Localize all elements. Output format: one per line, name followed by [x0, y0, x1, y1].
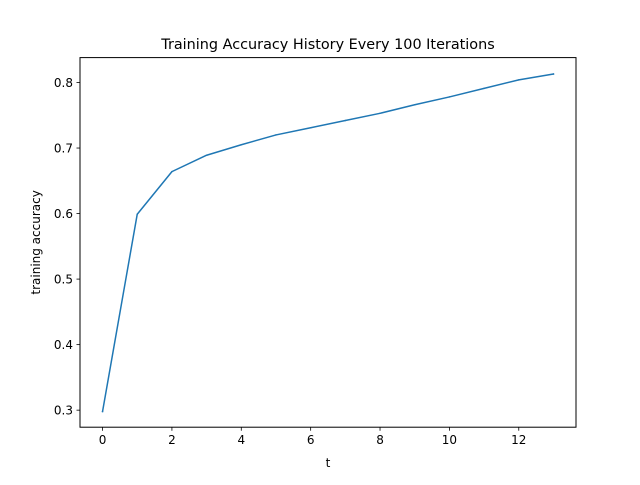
- data-point: [379, 112, 381, 115]
- y-tick-label: 0.7: [54, 141, 73, 155]
- data-point: [309, 126, 312, 129]
- x-axis-label: t: [326, 456, 331, 470]
- y-tick-label: 0.8: [54, 76, 73, 90]
- y-tick-label: 0.4: [54, 338, 73, 352]
- y-tick-label: 0.6: [54, 207, 73, 221]
- y-tick-label: 0.5: [54, 272, 73, 286]
- x-tick-label: 10: [442, 433, 457, 447]
- data-point: [483, 87, 485, 90]
- x-tick-label: 4: [237, 433, 245, 447]
- x-tick-label: 2: [168, 433, 176, 447]
- data-point: [205, 154, 208, 156]
- plot-series: [101, 73, 555, 413]
- data-point: [240, 144, 243, 146]
- x-axis-ticks: 0 2 4 6 8 10 12: [99, 427, 526, 447]
- data-point: [518, 79, 520, 81]
- series-line: [101, 73, 555, 413]
- data-point: [136, 213, 138, 215]
- data-point: [344, 119, 347, 122]
- y-tick-label: 0.3: [54, 403, 73, 417]
- y-axis-label: training accuracy: [29, 190, 43, 294]
- x-tick-label: 12: [511, 433, 526, 447]
- data-point: [413, 104, 416, 106]
- data-point: [552, 73, 555, 75]
- x-tick-label: 0: [99, 433, 107, 447]
- data-point: [275, 134, 277, 136]
- x-tick-label: 8: [376, 433, 384, 447]
- x-tick-label: 6: [307, 433, 315, 447]
- chart-title: Training Accuracy History Every 100 Iter…: [160, 37, 494, 53]
- data-point: [101, 410, 104, 413]
- data-point: [171, 170, 173, 173]
- axes-frame: [79, 57, 577, 428]
- data-point: [448, 96, 451, 98]
- y-axis-ticks: 0.3 0.4 0.5 0.6 0.7 0.8: [54, 76, 80, 417]
